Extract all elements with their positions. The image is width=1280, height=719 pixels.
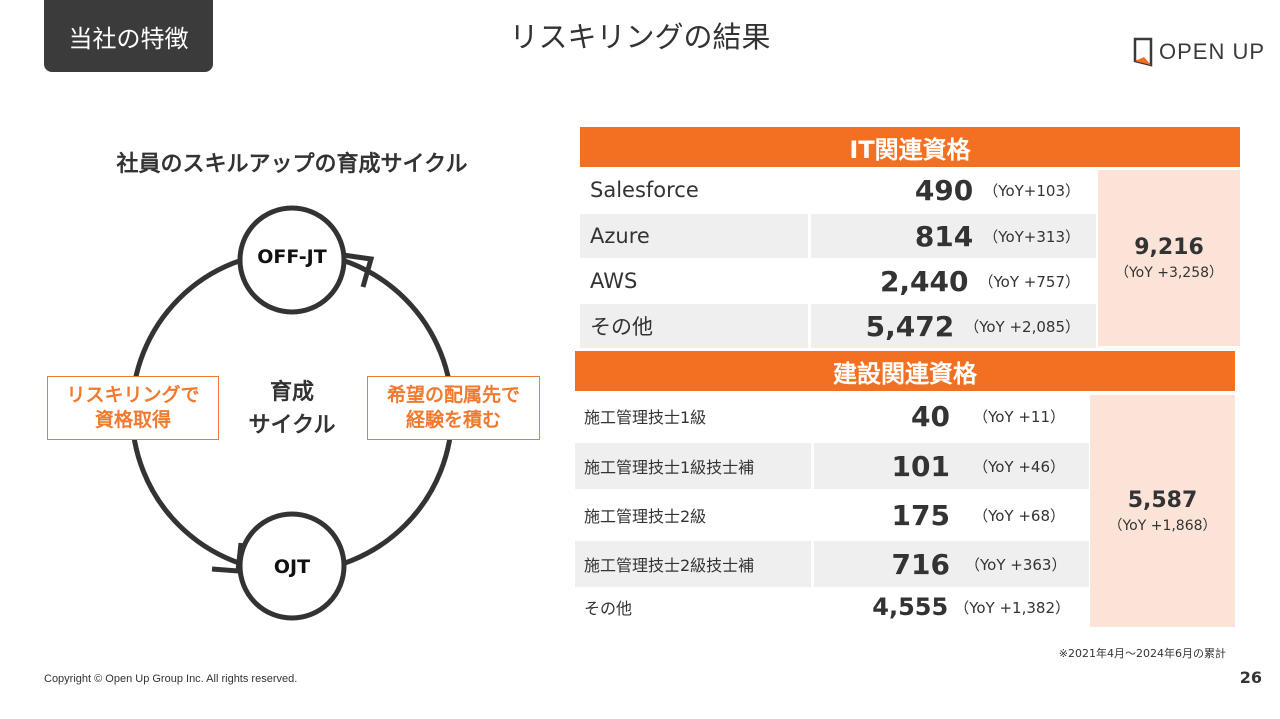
row-value: 4,555 — [872, 593, 949, 621]
row-value: 101 — [891, 449, 950, 483]
row-name: AWS — [590, 269, 638, 293]
row-value: 716 — [891, 547, 950, 581]
copyright: Copyright © Open Up Group Inc. All right… — [44, 673, 298, 685]
node-offjt-label: OFF-JT — [257, 246, 327, 268]
construction-total-yoy: （YoY +1,868） — [1108, 517, 1217, 534]
table-row: AWS 2,440 （YoY +757） — [580, 259, 1096, 303]
row-yoy: （YoY +2,085） — [964, 317, 1080, 336]
row-yoy-cell: （YoY +363） — [955, 541, 1067, 587]
row-value: 5,472 — [865, 309, 955, 343]
period-note: ※2021年4月～2024年6月の累計 — [1058, 647, 1226, 660]
section-tag-label: 当社の特徴 — [68, 24, 189, 53]
row-band — [814, 443, 1089, 489]
reskilling-box-line2: 資格取得 — [94, 409, 171, 431]
row-value-cell: 2,440 （YoY +757） — [810, 259, 1080, 303]
row-name: その他 — [590, 315, 653, 339]
row-value-cell: 175 — [875, 492, 950, 538]
row-name: Azure — [590, 224, 650, 248]
reskilling-box-line1: リスキリングで — [66, 384, 200, 406]
row-yoy: （YoY +363） — [965, 555, 1067, 574]
row-value: 175 — [891, 498, 950, 532]
table-row: その他 4,555 （YoY +1,382） — [575, 586, 1089, 628]
row-band — [580, 214, 808, 258]
row-name: 施工管理技士1級技士補 — [584, 458, 755, 477]
arrowhead-top-icon — [342, 252, 375, 288]
slide-title: リスキリングの結果 — [509, 20, 771, 54]
assignment-box-line1: 希望の配属先で — [386, 384, 520, 406]
row-name: Salesforce — [590, 178, 699, 202]
row-yoy-cell: （YoY +11） — [955, 393, 1065, 439]
node-circle-offjt — [237, 205, 347, 315]
row-value-cell: 716 — [875, 541, 950, 587]
row-value-cell: 4,555 （YoY +1,382） — [815, 586, 1070, 628]
row-yoy-cell: （YoY +46） — [955, 443, 1065, 489]
construction-table-title: 建設関連資格 — [833, 359, 977, 388]
row-yoy: （YoY +1,382） — [954, 598, 1070, 617]
open-up-logo-icon — [1133, 37, 1153, 67]
row-name: 施工管理技士2級技士補 — [584, 556, 755, 575]
table-row: 施工管理技士1級 40 （YoY +11） — [575, 393, 1089, 439]
row-value-cell: 814 （YoY+313） — [810, 214, 1080, 258]
it-total-yoy: （YoY +3,258） — [1114, 264, 1224, 281]
center-label-line1: 育成 — [269, 380, 314, 405]
page-number: 26 — [1239, 668, 1262, 687]
construction-table-header: 建設関連資格 — [575, 351, 1235, 391]
assignment-box-line2: 経験を積む — [405, 409, 501, 431]
row-band — [811, 304, 1096, 348]
cycle-diagram — [129, 205, 455, 621]
logo-text: OPEN UP — [1159, 39, 1266, 64]
construction-total-cell: 5,587 （YoY +1,868） — [1090, 395, 1235, 627]
row-value: 2,440 — [879, 264, 969, 298]
row-value-cell: 490 （YoY+103） — [810, 168, 1080, 212]
row-value: 40 — [911, 399, 950, 433]
reskilling-box: リスキリングで 資格取得 — [47, 376, 219, 440]
section-tag: 当社の特徴 — [44, 0, 213, 72]
row-name: その他 — [584, 599, 633, 618]
table-row: Salesforce 490 （YoY+103） — [580, 168, 1096, 212]
it-total-cell: 9,216 （YoY +3,258） — [1098, 170, 1240, 346]
cycle-center-label: 育成 サイクル — [232, 376, 352, 442]
it-table-title: IT関連資格 — [849, 135, 971, 164]
table-row: 施工管理技士2級技士補 716 （YoY +363） — [575, 541, 1089, 587]
row-value: 814 — [914, 219, 974, 253]
row-band — [575, 541, 811, 587]
row-yoy-cell: （YoY +68） — [955, 492, 1065, 538]
it-table-header: IT関連資格 — [580, 127, 1240, 167]
row-band — [580, 304, 808, 348]
row-value-cell: 101 — [875, 443, 950, 489]
row-yoy: （YoY+103） — [983, 181, 1080, 200]
row-band — [814, 541, 1089, 587]
table-row: 施工管理技士2級 175 （YoY +68） — [575, 492, 1089, 538]
row-band — [575, 443, 811, 489]
row-name: 施工管理技士2級 — [584, 507, 707, 526]
row-yoy: （YoY+313） — [983, 227, 1080, 246]
row-band — [811, 214, 1096, 258]
construction-total-value: 5,587 — [1127, 487, 1198, 513]
row-value-cell: 40 — [875, 393, 950, 439]
cycle-heading: 社員のスキルアップの育成サイクル — [116, 152, 468, 177]
center-label-line2: サイクル — [248, 413, 336, 438]
table-row: その他 5,472 （YoY +2,085） — [580, 304, 1096, 348]
assignment-box: 希望の配属先で 経験を積む — [367, 376, 540, 440]
company-logo: OPEN UP — [1132, 36, 1265, 68]
node-circle-ojt — [237, 511, 347, 621]
table-row: 施工管理技士1級技士補 101 （YoY +46） — [575, 443, 1089, 489]
row-yoy: （YoY +11） — [973, 407, 1065, 426]
row-value-cell: 5,472 （YoY +2,085） — [810, 304, 1080, 348]
node-ojt-label: OJT — [273, 556, 311, 578]
row-yoy: （YoY +757） — [978, 272, 1080, 291]
row-yoy: （YoY +46） — [973, 457, 1065, 476]
table-row: Azure 814 （YoY+313） — [580, 214, 1096, 258]
row-value: 490 — [914, 173, 974, 207]
row-yoy: （YoY +68） — [973, 506, 1065, 525]
it-total-value: 9,216 — [1134, 234, 1204, 260]
row-name: 施工管理技士1級 — [584, 408, 707, 427]
